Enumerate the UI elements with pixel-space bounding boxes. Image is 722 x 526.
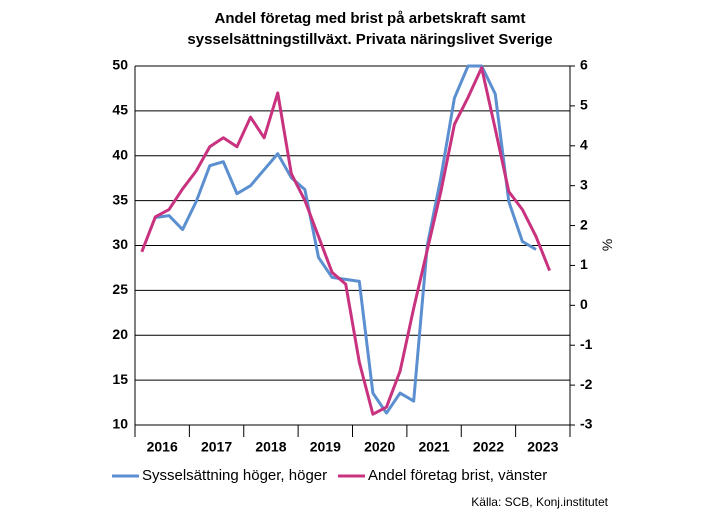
y-tick-label: 40 bbox=[112, 146, 128, 162]
legend-label: Andel företag brist, vänster bbox=[368, 467, 547, 484]
y2-tick-label: 4 bbox=[580, 136, 588, 152]
x-tick-label: 2020 bbox=[364, 439, 395, 455]
y-tick-label: 45 bbox=[112, 102, 128, 118]
x-tick-label: 2019 bbox=[310, 439, 341, 455]
legend-label: Sysselsättning höger, höger bbox=[142, 467, 327, 484]
x-tick-label: 2017 bbox=[201, 439, 232, 455]
y2-tick-label: -2 bbox=[580, 376, 593, 392]
y2-tick-label: 0 bbox=[580, 296, 588, 312]
y-tick-label: 15 bbox=[112, 371, 128, 387]
x-tick-label: 2018 bbox=[255, 439, 286, 455]
y2-tick-label: 5 bbox=[580, 97, 588, 113]
y2-tick-label: -3 bbox=[580, 416, 593, 432]
chart-title: Andel företag med brist på arbetskraft s… bbox=[215, 10, 526, 27]
series-line bbox=[140, 66, 552, 416]
x-tick-label: 2022 bbox=[473, 439, 504, 455]
y2-tick-label: 1 bbox=[580, 256, 588, 272]
x-tick-label: 2023 bbox=[527, 439, 558, 455]
series-line bbox=[155, 64, 537, 415]
y2-tick-label: -1 bbox=[580, 336, 593, 352]
y2-tick-label: 3 bbox=[580, 176, 588, 192]
y2-tick-label: 2 bbox=[580, 216, 588, 232]
y2-axis-label: % bbox=[599, 239, 615, 251]
source: Källa: SCB, Konj.institutet bbox=[471, 495, 608, 509]
y-tick-label: 10 bbox=[112, 416, 128, 432]
x-tick-label: 2016 bbox=[147, 439, 178, 455]
y-tick-label: 25 bbox=[112, 281, 128, 297]
y2-tick-label: 6 bbox=[580, 57, 588, 73]
y-tick-label: 30 bbox=[112, 236, 128, 252]
y-tick-label: 35 bbox=[112, 191, 128, 207]
x-tick-label: 2021 bbox=[418, 439, 449, 455]
chart-title: sysselsättningstillväxt. Privata närings… bbox=[187, 31, 552, 48]
y-tick-label: 50 bbox=[112, 57, 128, 73]
y-tick-label: 20 bbox=[112, 326, 128, 342]
